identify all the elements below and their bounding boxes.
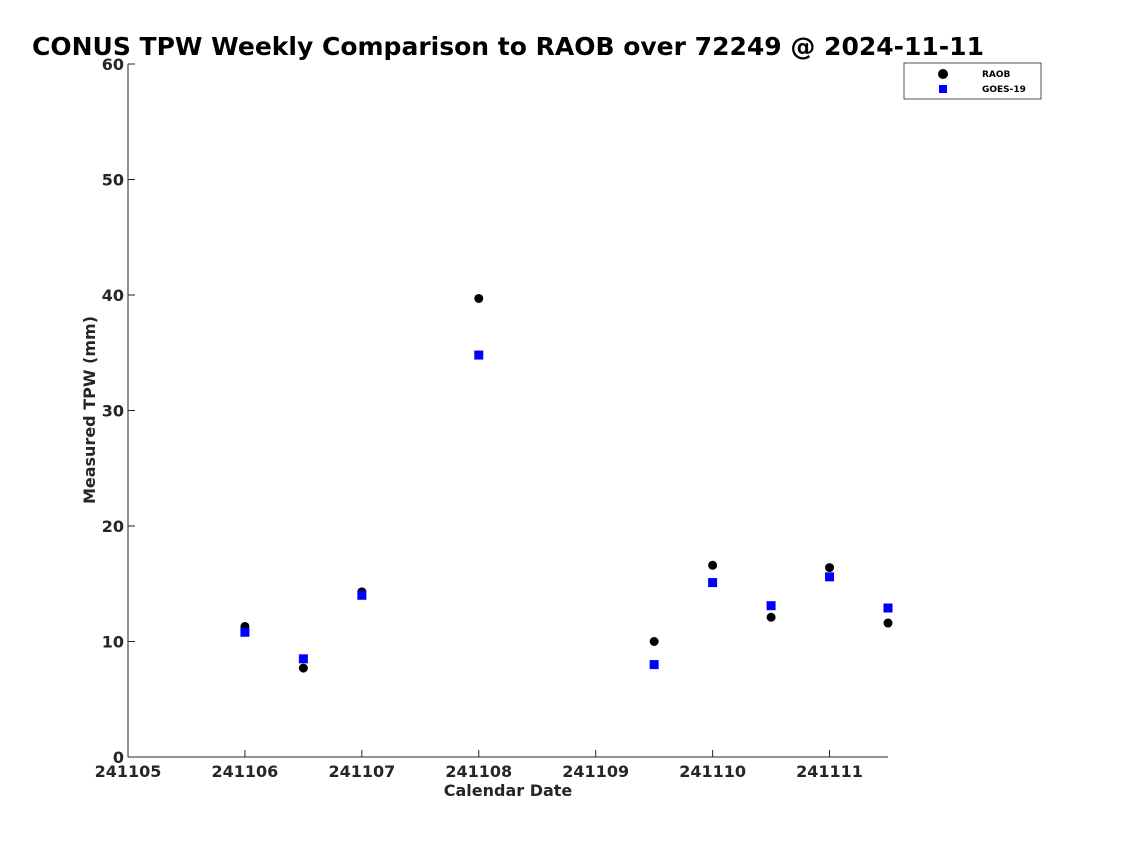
x-tick-label: 241108 bbox=[445, 762, 512, 781]
legend-box bbox=[903, 62, 1042, 100]
y-tick-label: 0 bbox=[113, 748, 124, 767]
raob-point bbox=[649, 637, 659, 646]
y-tick-label: 40 bbox=[102, 286, 124, 305]
legend-marker-raob bbox=[938, 69, 948, 79]
x-tick-label: 241105 bbox=[95, 762, 162, 781]
y-ticks: 0 10 20 30 40 50 60 bbox=[102, 55, 135, 767]
y-tick-label: 30 bbox=[102, 402, 124, 421]
raob-point bbox=[474, 293, 484, 303]
x-ticks: 241105 241106 241107 241108 241109 241110 2411… bbox=[95, 750, 863, 781]
goes-19-point bbox=[883, 603, 893, 613]
goes-19-point bbox=[708, 578, 718, 588]
axes bbox=[127, 64, 888, 758]
raob-point bbox=[766, 612, 776, 622]
y-tick-label: 20 bbox=[102, 517, 124, 536]
data-points bbox=[240, 293, 893, 673]
goes-19-point bbox=[357, 590, 367, 600]
goes-19-point bbox=[766, 601, 776, 611]
y-tick-label: 10 bbox=[102, 633, 124, 652]
legend-label-raob: RAOB bbox=[982, 70, 1011, 80]
legend: RAOB GOES-19 bbox=[903, 62, 1042, 100]
goes-19-point bbox=[240, 627, 250, 637]
raob-point bbox=[298, 663, 308, 673]
raob-point bbox=[883, 618, 893, 628]
x-tick-label: 241109 bbox=[562, 762, 629, 781]
x-tick-label: 241106 bbox=[212, 762, 279, 781]
y-tick-label: 50 bbox=[102, 171, 124, 190]
y-tick-label: 60 bbox=[102, 55, 124, 74]
legend-marker-goes-19 bbox=[939, 85, 947, 93]
goes-19-point bbox=[298, 654, 308, 664]
raob-point bbox=[825, 563, 835, 573]
chart-title: CONUS TPW Weekly Comparison to RAOB over… bbox=[32, 32, 984, 61]
goes-19-point bbox=[825, 572, 835, 582]
x-axis-label: Calendar Date bbox=[444, 781, 573, 800]
raob-point bbox=[708, 560, 718, 570]
legend-label-goes-19: GOES-19 bbox=[982, 85, 1026, 95]
y-axis-label: Measured TPW (mm) bbox=[80, 316, 99, 504]
goes-19-point bbox=[474, 350, 484, 360]
goes-19-point bbox=[649, 660, 659, 670]
x-tick-label: 241107 bbox=[328, 762, 395, 781]
x-tick-label: 241110 bbox=[679, 762, 746, 781]
x-tick-label: 241111 bbox=[796, 762, 863, 781]
